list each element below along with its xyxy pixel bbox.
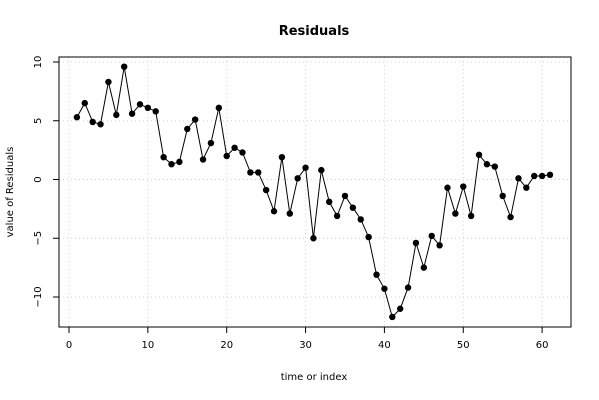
- y-axis-ticks: −10 −5 0 5 10: [33, 56, 59, 308]
- x-tick-label: 20: [220, 340, 233, 351]
- x-axis-label: time or index: [281, 372, 348, 383]
- data-point: [278, 153, 286, 161]
- data-point: [523, 184, 530, 191]
- data-point: [113, 111, 120, 119]
- data-point: [270, 208, 278, 215]
- data-point: [381, 285, 388, 292]
- data-point: [412, 239, 420, 247]
- data-point: [475, 151, 483, 159]
- data-point: [467, 212, 475, 220]
- data-point: [396, 305, 404, 312]
- data-point: [365, 233, 372, 241]
- data-point: [207, 139, 215, 147]
- data-point: [199, 156, 207, 163]
- x-tick-label: 30: [299, 340, 312, 351]
- data-point: [357, 216, 364, 223]
- data-point: [231, 144, 238, 151]
- data-point: [152, 108, 159, 115]
- data-point: [460, 183, 467, 190]
- data-point: [444, 184, 451, 191]
- data-point: [89, 118, 96, 126]
- data-point: [483, 161, 491, 168]
- data-point: [294, 175, 301, 182]
- data-point: [373, 271, 380, 278]
- y-tick-label: −5: [33, 231, 44, 246]
- data-point: [144, 104, 152, 112]
- data-point: [160, 153, 167, 161]
- data-point: [428, 232, 435, 240]
- data-point: [436, 242, 443, 249]
- data-point: [341, 192, 349, 200]
- x-tick-label: 40: [378, 340, 391, 351]
- data-point: [326, 198, 333, 206]
- data-points: [73, 63, 554, 321]
- y-tick-label: 0: [33, 176, 44, 182]
- data-point: [176, 158, 183, 166]
- data-point: [310, 235, 317, 242]
- data-point: [73, 114, 81, 121]
- plot-frame: [58, 56, 572, 328]
- series-line-layer: [76, 66, 551, 318]
- x-axis-ticks: 0 10 20 30 40 50 60: [66, 327, 549, 351]
- x-tick-label: 0: [66, 340, 72, 351]
- data-point: [531, 172, 538, 180]
- data-point: [349, 204, 357, 211]
- y-axis-label: value of Residuals: [5, 147, 16, 238]
- data-point: [404, 284, 412, 291]
- data-point: [538, 172, 546, 180]
- series-line: [76, 66, 551, 318]
- data-point: [223, 152, 230, 160]
- y-tick-label: −10: [33, 286, 44, 307]
- data-point: [499, 192, 506, 200]
- data-point: [286, 210, 293, 217]
- x-tick-label: 50: [457, 340, 470, 351]
- data-point: [136, 101, 144, 108]
- data-point: [215, 104, 223, 112]
- data-point: [239, 149, 246, 156]
- data-point: [247, 169, 254, 176]
- data-point: [507, 213, 514, 221]
- data-point: [318, 166, 325, 174]
- data-point: [255, 169, 262, 176]
- data-point: [120, 63, 128, 70]
- data-point: [128, 110, 136, 117]
- data-point: [515, 175, 522, 182]
- data-point: [81, 99, 88, 107]
- data-point: [184, 125, 191, 133]
- data-point: [491, 163, 499, 170]
- data-point: [302, 164, 309, 171]
- data-point: [191, 116, 199, 123]
- x-tick-label: 60: [536, 340, 549, 351]
- data-point: [262, 186, 270, 194]
- y-tick-label: 5: [33, 118, 44, 124]
- chart-title: Residuals: [279, 24, 350, 39]
- data-point: [97, 121, 104, 128]
- data-point: [333, 212, 341, 220]
- y-tick-label: 10: [33, 56, 44, 69]
- data-point: [452, 210, 459, 217]
- data-point: [168, 161, 175, 168]
- grid-lines: [59, 57, 571, 327]
- x-tick-label: 10: [141, 340, 154, 351]
- data-point: [105, 78, 112, 86]
- data-point: [420, 264, 428, 271]
- data-point: [546, 171, 554, 178]
- data-point: [389, 313, 396, 321]
